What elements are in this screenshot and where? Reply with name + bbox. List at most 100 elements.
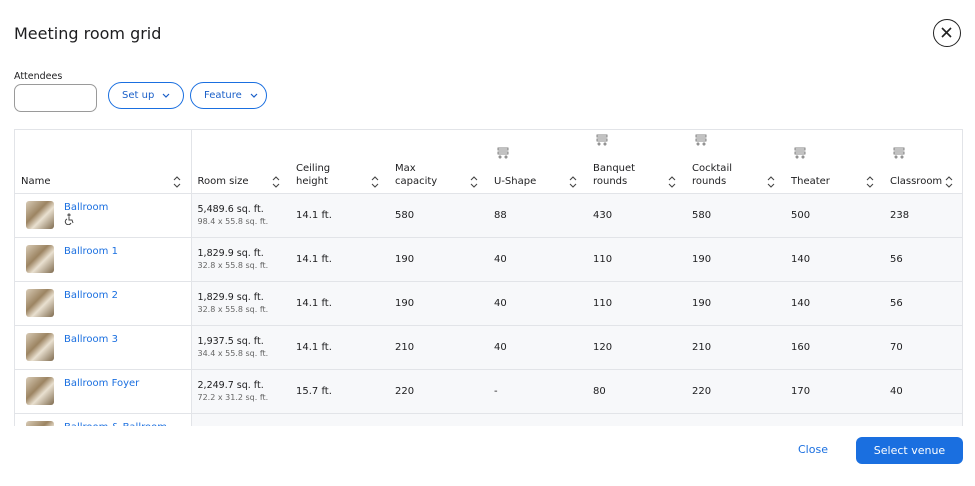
column-header[interactable]: Max capacity — [389, 130, 488, 194]
cell-value: 190 — [395, 297, 415, 309]
room-thumbnail — [26, 377, 54, 405]
filter-button-label: Feature — [204, 90, 242, 101]
name-cell: Ballroom 1 — [15, 237, 192, 282]
close-icon-button[interactable] — [933, 19, 961, 47]
table-cell: 40 — [488, 281, 587, 326]
cell-value: 40 — [890, 385, 903, 397]
cell-value: 160 — [791, 341, 811, 353]
cell-value: 40 — [494, 297, 507, 309]
attendees-input[interactable] — [14, 84, 97, 112]
header-row: Name Room size Ceiling height Max capacity U… — [15, 130, 962, 194]
cell-value: 140 — [791, 297, 811, 309]
cell-value: 15.7 ft. — [296, 385, 332, 397]
column-header[interactable]: Room size — [191, 130, 290, 194]
column-header[interactable]: U-Shape — [488, 130, 587, 194]
column-header-label: Cocktail rounds — [692, 162, 732, 187]
table-cell: 170 — [785, 369, 884, 414]
name-cell: Ballroom & Ballroom Foyer — [15, 413, 192, 426]
table-cell: 14.1 ft. — [290, 325, 389, 370]
room-name-link[interactable]: Ballroom 3 — [64, 334, 118, 345]
setup-icon — [593, 132, 686, 162]
table-cell: 210 — [686, 325, 785, 370]
table-cell: 580 — [686, 193, 785, 238]
sort-icon — [767, 175, 775, 188]
cell-value: 220 — [692, 385, 712, 397]
table-cell — [587, 413, 686, 426]
column-header[interactable]: Banquet rounds — [587, 130, 686, 194]
column-header-label: U-Shape — [494, 175, 537, 187]
header-wrap: Banquet rounds — [593, 162, 686, 188]
room-size: 1,829.9 sq. ft. — [197, 248, 264, 259]
room-name-link[interactable]: Ballroom — [64, 202, 109, 213]
sort-icon — [668, 175, 676, 188]
name-block: Ballroom & Ballroom Foyer — [64, 421, 191, 426]
header-wrap: Max capacity — [395, 162, 488, 188]
filter-button[interactable]: Set up — [108, 82, 184, 109]
size-cell: 1,829.9 sq. ft. 32.8 x 55.8 sq. ft. — [191, 237, 290, 282]
room-row: Ballroom 1 1,829.9 sq. ft. 32.8 x 55.8 sq.… — [15, 237, 962, 282]
table-cell: 140 — [785, 237, 884, 282]
room-dimensions: 98.4 x 55.8 sq. ft. — [197, 217, 269, 226]
table-cell: 56 — [884, 281, 962, 326]
name-wrap: Ballroom 2 — [21, 289, 191, 317]
cell-value: 220 — [395, 385, 415, 397]
room-name-link[interactable]: Ballroom 2 — [64, 290, 118, 301]
room-name-link[interactable]: Ballroom & Ballroom Foyer — [64, 421, 191, 426]
cell-value: 56 — [890, 253, 903, 265]
accessible-icon — [64, 213, 74, 226]
room-dimensions: 32.8 x 55.8 sq. ft. — [197, 261, 269, 270]
cell-value: 14.1 ft. — [296, 341, 332, 353]
filter-button[interactable]: Feature — [190, 82, 267, 109]
cell-value: 70 — [890, 341, 903, 353]
room-name-link[interactable]: Ballroom Foyer — [64, 378, 140, 389]
name-wrap: Ballroom — [21, 201, 191, 229]
cell-value: 580 — [692, 209, 712, 221]
name-wrap: Ballroom & Ballroom Foyer — [21, 421, 191, 426]
select-venue-button[interactable]: Select venue — [856, 437, 963, 464]
cell-value: 210 — [395, 341, 415, 353]
cell-value: 40 — [494, 253, 507, 265]
name-block: Ballroom — [64, 201, 108, 228]
table-cell — [290, 413, 389, 426]
close-icon — [941, 27, 952, 38]
table-cell: 190 — [686, 281, 785, 326]
cell-value: 80 — [593, 385, 606, 397]
table-cell: 14.1 ft. — [290, 281, 389, 326]
column-header[interactable]: Cocktail rounds — [686, 130, 785, 194]
table-cell: 15.7 ft. — [290, 369, 389, 414]
sort-icon — [866, 175, 874, 188]
size-cell: 1,937.5 sq. ft. 34.4 x 55.8 sq. ft. — [191, 325, 290, 370]
column-header[interactable]: Name — [15, 130, 192, 194]
column-header-label: Banquet rounds — [593, 162, 636, 187]
room-dimensions: 34.4 x 55.8 sq. ft. — [197, 349, 269, 358]
table-cell: 120 — [587, 325, 686, 370]
table-cell: 40 — [884, 369, 962, 414]
column-header[interactable]: Theater — [785, 130, 884, 194]
table-cell: 220 — [389, 369, 488, 414]
column-header-label: Max capacity — [395, 162, 438, 187]
cell-value: 56 — [890, 297, 903, 309]
column-header-label: Classroom — [890, 175, 943, 187]
name-cell: Ballroom 2 — [15, 281, 192, 326]
table-cell: 430 — [587, 193, 686, 238]
close-link[interactable]: Close — [798, 443, 828, 456]
layout-icon — [695, 134, 707, 145]
room-thumbnail — [26, 245, 54, 273]
name-block: Ballroom 2 — [64, 289, 118, 301]
table-cell: 160 — [785, 325, 884, 370]
room-size: 5,489.6 sq. ft. — [197, 204, 264, 215]
name-cell: Ballroom — [15, 193, 192, 238]
name-wrap: Ballroom 1 — [21, 245, 191, 273]
room-table: Name Room size Ceiling height Max capacity U… — [15, 130, 962, 426]
room-name-link[interactable]: Ballroom 1 — [64, 246, 118, 257]
cell-value: 40 — [494, 341, 507, 353]
dialog-title: Meeting room grid — [14, 24, 162, 43]
size-cell: 8,557.3 sq. ft. — [191, 413, 290, 426]
room-row: Ballroom 3 1,937.5 sq. ft. 34.4 x 55.8 sq.… — [15, 325, 962, 370]
column-header[interactable]: Classroom — [884, 130, 962, 194]
layout-icon — [596, 134, 608, 145]
table-cell — [488, 413, 587, 426]
column-header[interactable]: Ceiling height — [290, 130, 389, 194]
room-dimensions: 72.2 x 31.2 sq. ft. — [197, 393, 269, 402]
